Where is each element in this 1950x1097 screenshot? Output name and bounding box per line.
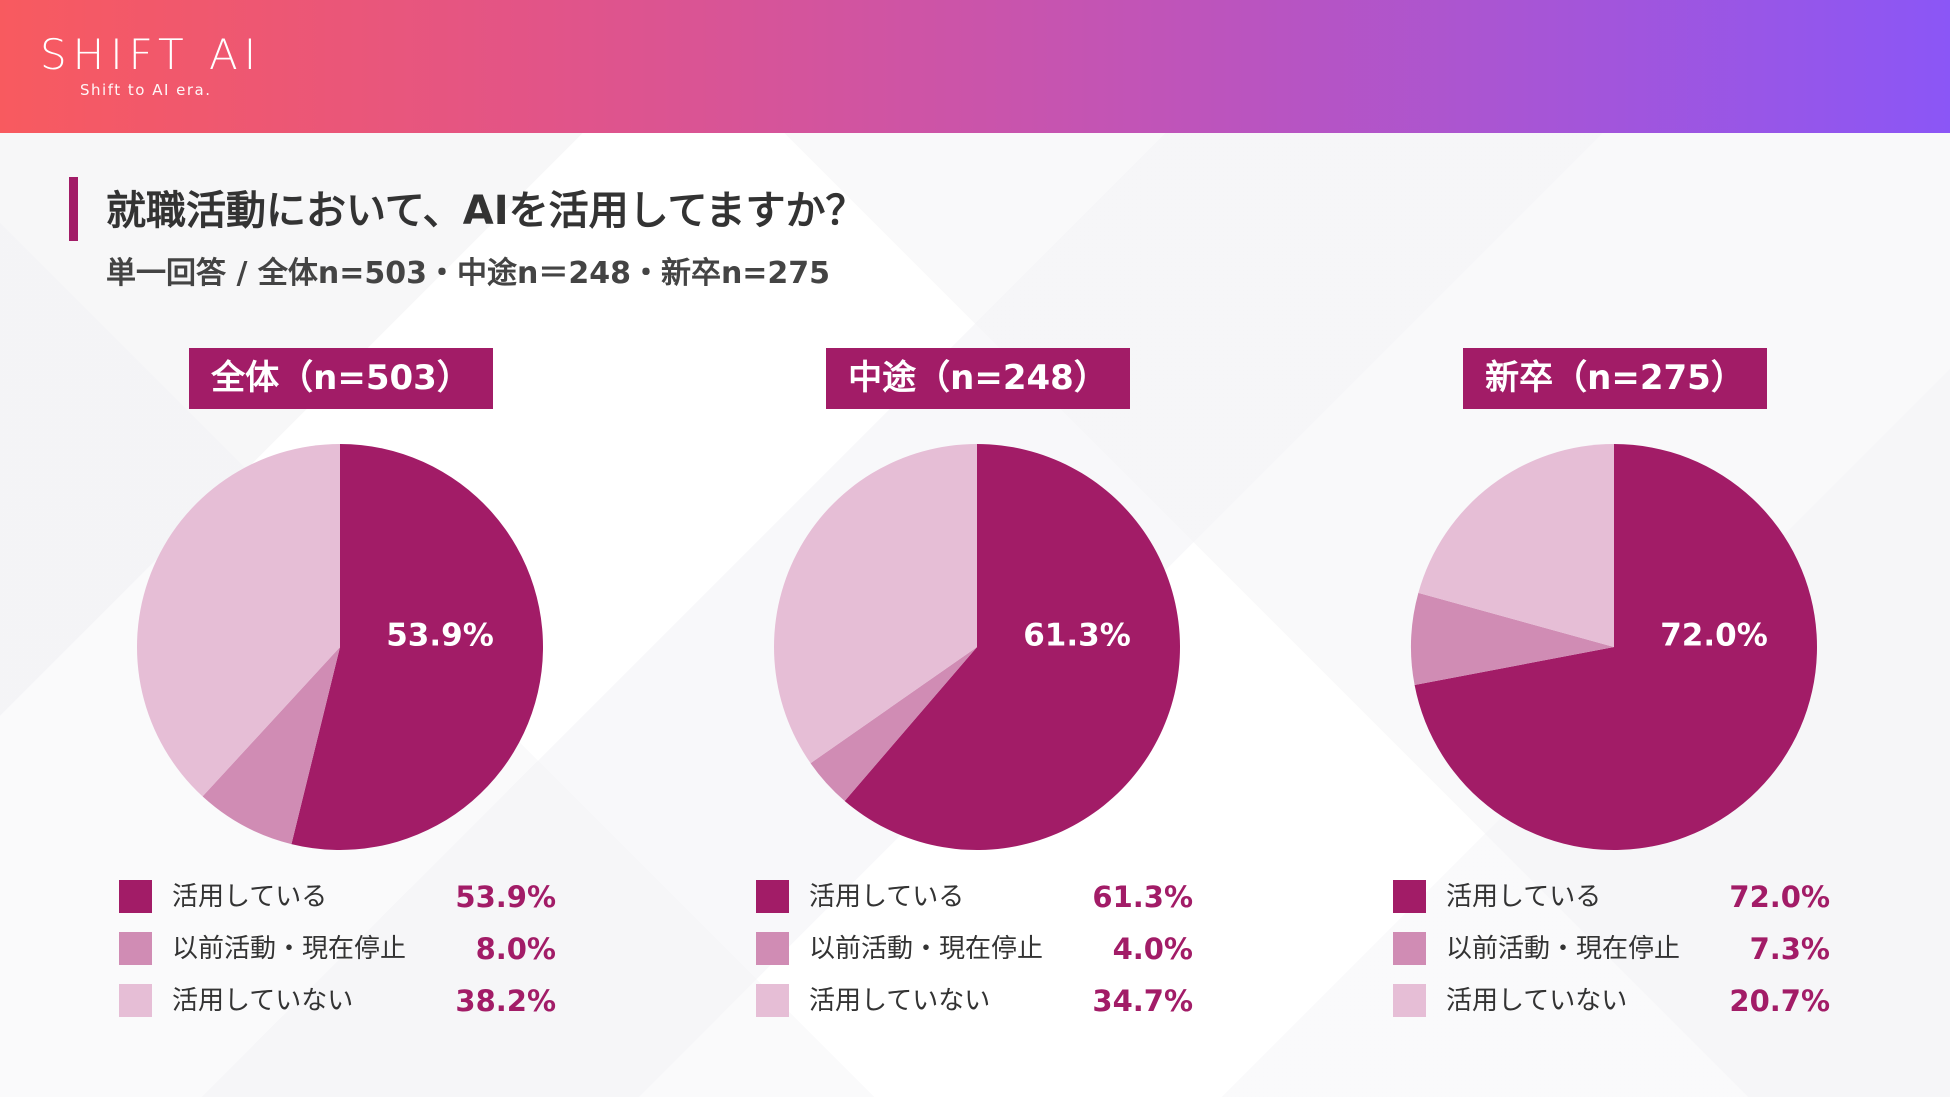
legend-item-not-using: 活用していない 38.2% xyxy=(119,984,556,1020)
legend-value: 4.0% xyxy=(1112,932,1193,966)
pie-data-label: 53.9% xyxy=(386,618,494,654)
legend-value: 8.0% xyxy=(475,932,556,966)
legend-label: 活用していない xyxy=(809,986,991,1016)
pie-slice-not-using xyxy=(136,444,340,797)
legend-item-stopped: 以前活動・現在停止 7.3% xyxy=(1393,932,1830,968)
legend-swatch xyxy=(756,880,789,913)
legend-label: 以前活動・現在停止 xyxy=(809,934,1044,964)
pie-slice-using xyxy=(1414,444,1818,850)
legend-value: 38.2% xyxy=(455,984,556,1018)
legend-item-stopped: 以前活動・現在停止 4.0% xyxy=(756,932,1193,968)
legend-value: 34.7% xyxy=(1092,984,1193,1018)
page-title: 就職活動において、AIを活用してますか？ xyxy=(106,188,866,234)
pie-data-label: 61.3% xyxy=(1023,618,1131,654)
page-subtitle: 単一回答 / 全体n=503・中途n＝248・新卒n=275 xyxy=(106,256,831,291)
legend-label: 活用していない xyxy=(1446,986,1628,1016)
legend-item-not-using: 活用していない 34.7% xyxy=(756,984,1193,1020)
chart-panel-newgrad: 新卒（n=275） 72.0% 活用している 72.0% 以前活動・現在停止 7… xyxy=(1392,348,1950,1068)
legend-item-not-using: 活用していない 20.7% xyxy=(1393,984,1830,1020)
title-accent-bar xyxy=(69,177,78,241)
legend-item-using: 活用している 72.0% xyxy=(1393,880,1830,916)
legend-swatch xyxy=(756,984,789,1017)
legend-swatch xyxy=(1393,932,1426,965)
legend-label: 以前活動・現在停止 xyxy=(172,934,407,964)
chart-panel-overall: 全体（n=503） 53.9% 活用している 53.9% 以前活動・現在停止 8… xyxy=(118,348,678,1068)
legend-swatch xyxy=(756,932,789,965)
legend-item-using: 活用している 61.3% xyxy=(756,880,1193,916)
legend-value: 61.3% xyxy=(1092,880,1193,914)
legend-item-stopped: 以前活動・現在停止 8.0% xyxy=(119,932,556,968)
header-banner: SHIFT AI Shift to AI era. xyxy=(0,0,1950,133)
legend-label: 活用している xyxy=(1446,882,1602,912)
logo-tagline: Shift to AI era. xyxy=(80,81,212,99)
legend-value: 20.7% xyxy=(1729,984,1830,1018)
pie-slice-stopped xyxy=(1411,592,1614,686)
legend-swatch xyxy=(119,932,152,965)
pie-chart-midcareer: 61.3% xyxy=(774,444,1180,850)
legend-swatch xyxy=(1393,880,1426,913)
chart-title: 中途（n=248） xyxy=(826,348,1130,409)
legend-value: 72.0% xyxy=(1729,880,1830,914)
legend-label: 活用している xyxy=(809,882,965,912)
chart-title: 全体（n=503） xyxy=(189,348,493,409)
pie-slice-using xyxy=(844,444,1180,850)
legend-value: 7.3% xyxy=(1749,932,1830,966)
pie-slice-not-using xyxy=(1418,444,1614,647)
chart-title: 新卒（n=275） xyxy=(1463,348,1767,409)
legend-swatch xyxy=(119,880,152,913)
logo: SHIFT AI xyxy=(40,30,263,79)
legend-value: 53.9% xyxy=(455,880,556,914)
legend-item-using: 活用している 53.9% xyxy=(119,880,556,916)
pie-data-label: 72.0% xyxy=(1660,618,1768,654)
legend-label: 以前活動・現在停止 xyxy=(1446,934,1681,964)
pie-chart-newgrad: 72.0% xyxy=(1411,444,1818,850)
legend-label: 活用している xyxy=(172,882,328,912)
chart-panel-midcareer: 中途（n=248） 61.3% 活用している 61.3% 以前活動・現在停止 4… xyxy=(755,348,1315,1068)
pie-slice-using xyxy=(291,444,544,850)
pie-slice-stopped xyxy=(202,647,340,845)
pie-slice-stopped xyxy=(810,647,977,801)
legend-label: 活用していない xyxy=(172,986,354,1016)
legend-swatch xyxy=(119,984,152,1017)
legend-swatch xyxy=(1393,984,1426,1017)
pie-slice-not-using xyxy=(774,444,977,764)
pie-chart-overall: 53.9% xyxy=(136,444,544,850)
